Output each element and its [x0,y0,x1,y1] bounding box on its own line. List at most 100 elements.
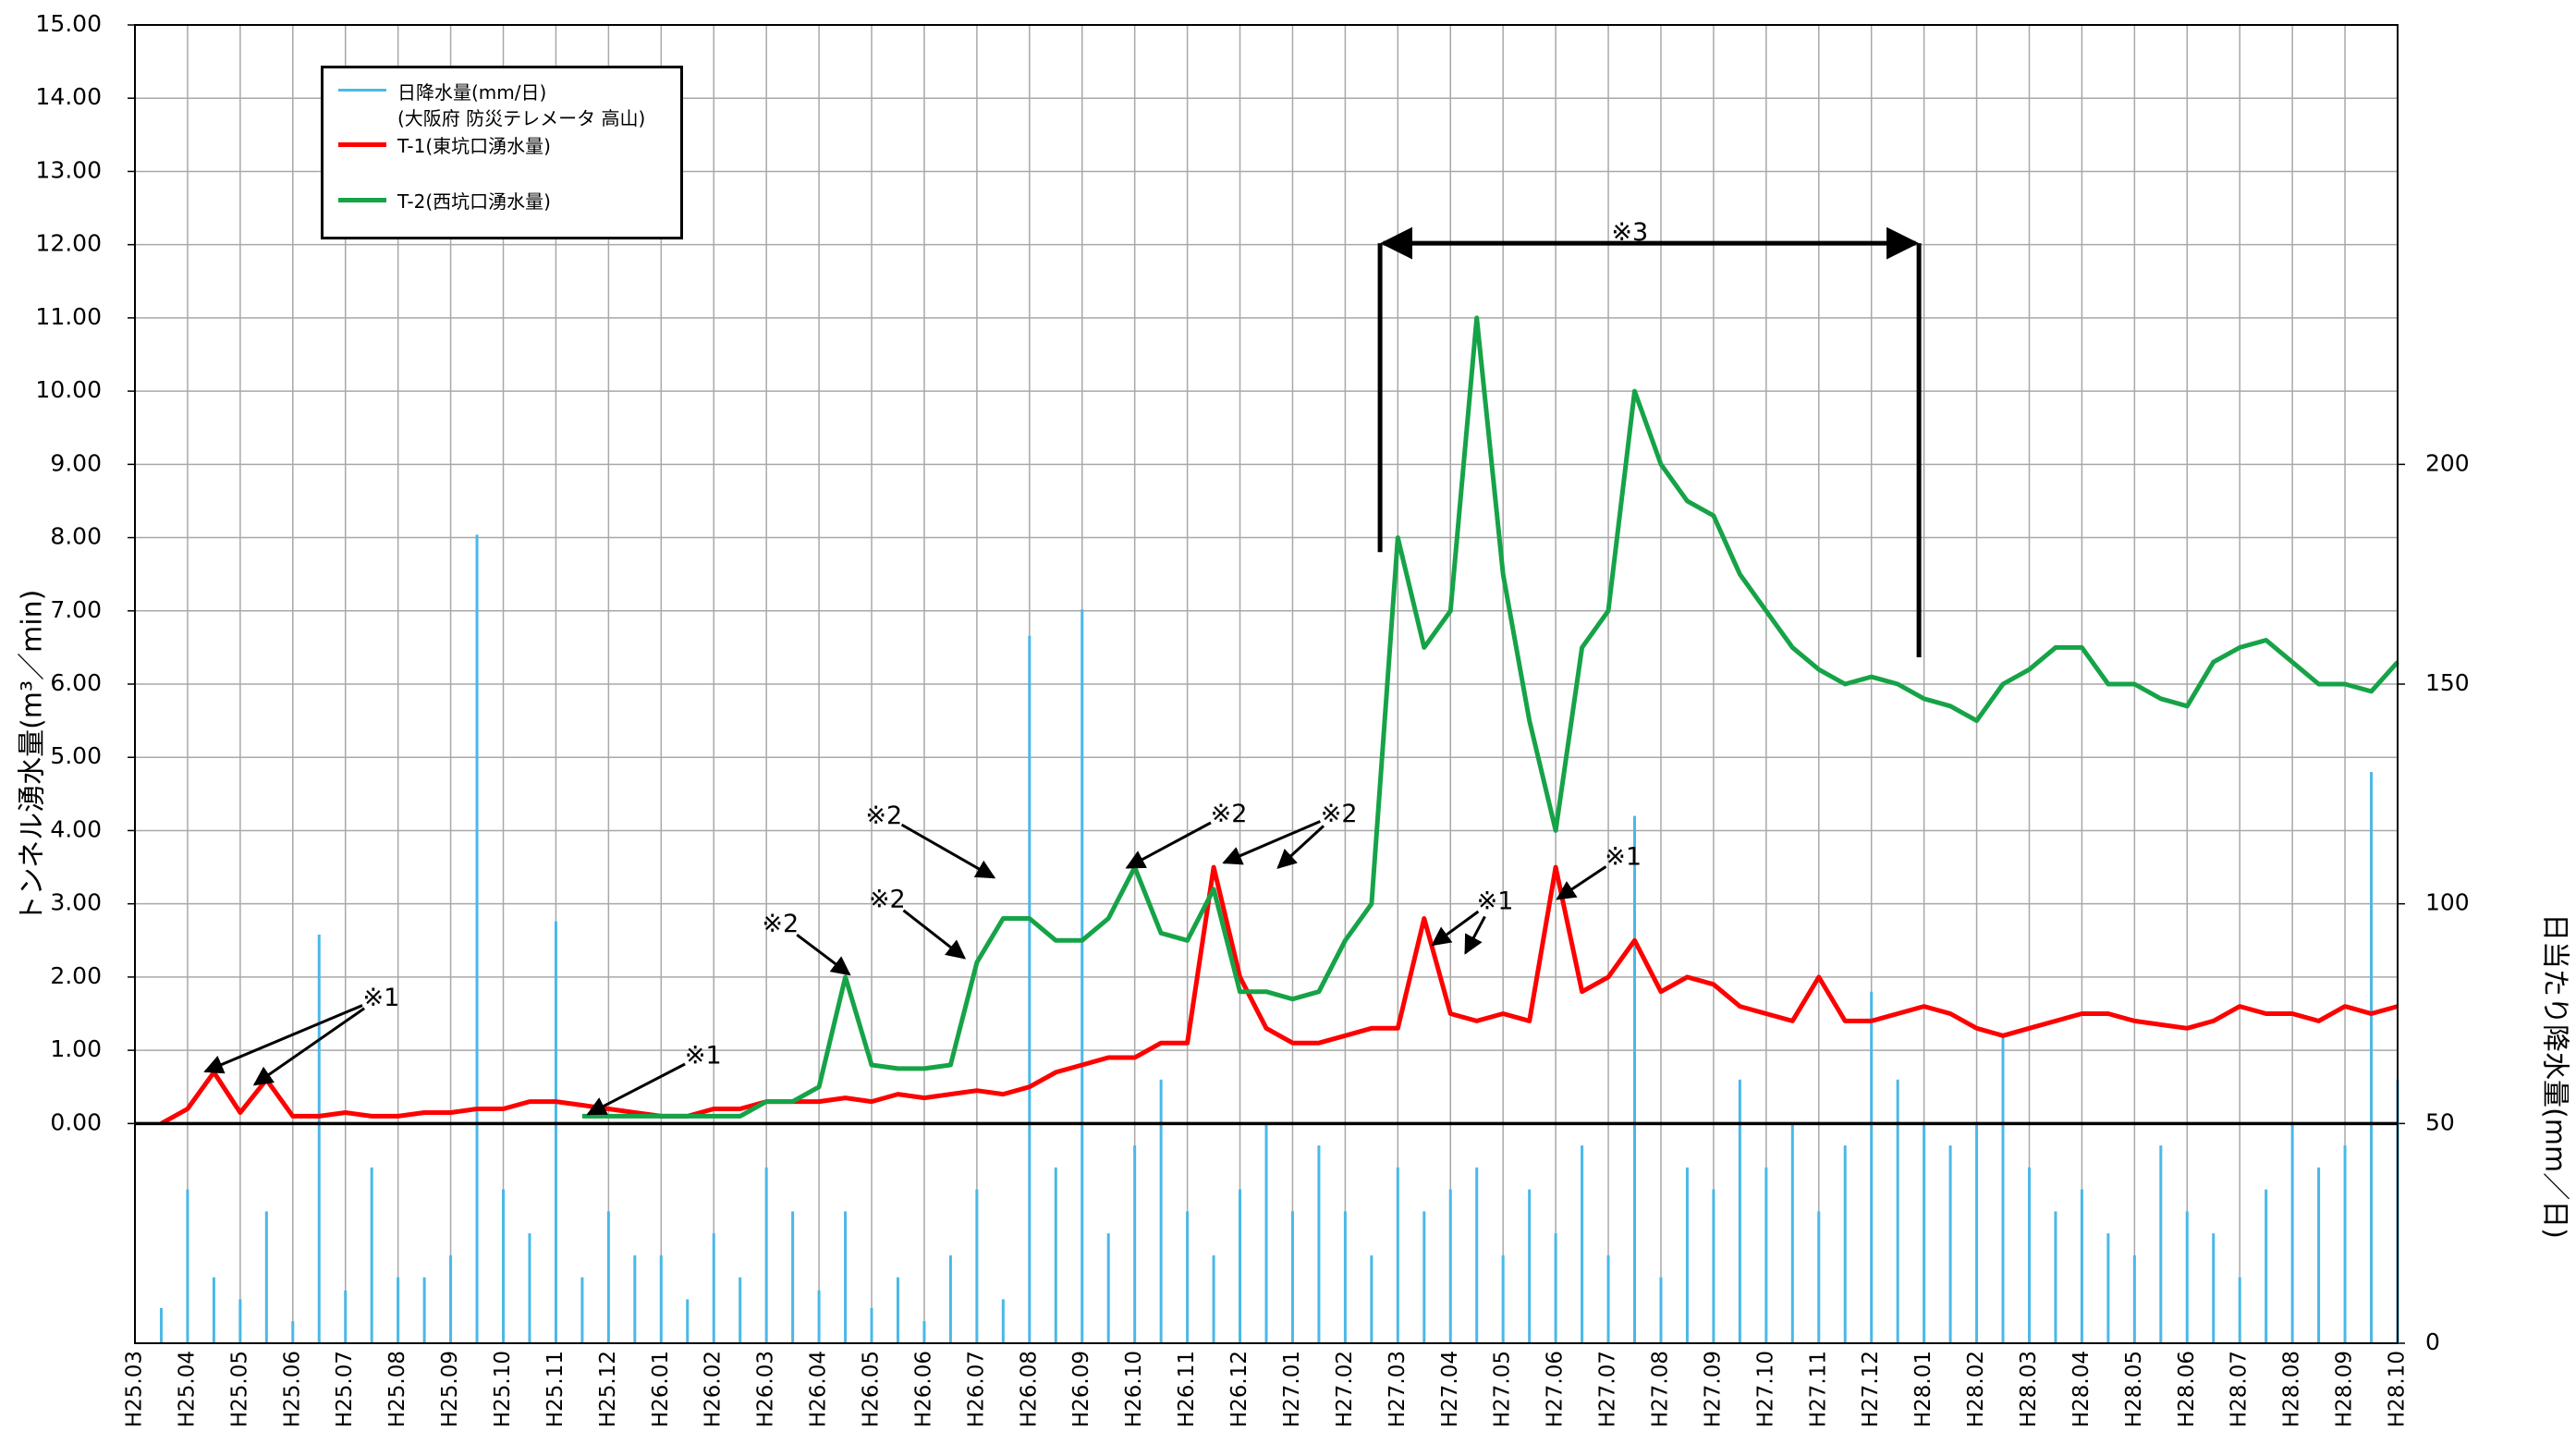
x-tick-label: H27.10 [1753,1351,1777,1427]
x-tick-label: H26.01 [649,1351,673,1427]
x-tick-label: H26.10 [1122,1351,1146,1427]
y2-tick-label: 50 [2425,1108,2455,1135]
annotation-arrow [203,1004,363,1074]
x-tick-label: H27.12 [1859,1351,1883,1427]
annotation-arrow [1431,910,1480,947]
annotation-arrow [796,933,851,976]
legend-entry: T-2(西坑口湧水量) [338,189,551,214]
x-tick-label: H28.09 [2333,1351,2357,1427]
annotation-arrow [1464,915,1486,955]
rain-bar [1475,1167,1479,1343]
rain-bar [2212,1233,2216,1343]
rain-bar [449,1254,453,1343]
annotation-arrow [1556,865,1607,900]
x-tick-label: H28.04 [2069,1351,2094,1427]
rain-bar [817,1290,821,1343]
rain-bar [317,934,321,1343]
x-tick-label: H28.01 [1911,1351,1935,1427]
y2-tick-label: 100 [2425,889,2470,916]
annotation-arrow [900,823,996,879]
rain-bar [1343,1211,1347,1343]
x-tick-label: H27.02 [1333,1351,1357,1427]
rain-bar [475,534,479,1343]
x-tick-label: H25.09 [438,1351,462,1427]
rain-bar [2317,1167,2321,1343]
annotation: ※2 [1211,800,1248,828]
rain-bar [2370,772,2374,1343]
x-tick-label: H25.10 [491,1351,515,1427]
legend-swatch [338,142,386,147]
rain-bar [554,921,557,1343]
y-tick-label: 8.00 [50,523,102,550]
legend-swatch [338,198,386,202]
x-tick-label: H26.09 [1069,1351,1093,1427]
y-tick-label: 5.00 [50,742,102,769]
x-tick-label: H27.01 [1280,1351,1304,1427]
annotation: ※2 [865,802,902,830]
annotation-arrow [902,909,967,960]
rain-bar [502,1189,506,1343]
x-tick-label: H26.04 [807,1351,831,1427]
rain-bar [633,1254,637,1343]
rain-bar [1896,1079,1899,1343]
x-tick-label: H26.03 [754,1351,778,1427]
x-tick-label: H28.03 [2017,1351,2041,1427]
annotation: ※2 [1321,800,1358,828]
y-tick-label: 7.00 [50,596,102,623]
x-tick-label: H28.07 [2228,1351,2252,1427]
rain-bar [1870,991,1874,1343]
y-tick-label: 2.00 [50,962,102,989]
rain-bar [580,1277,584,1343]
rain-bar [1054,1167,1057,1343]
rain-bar [2290,1123,2294,1343]
y-axis-title: トンネル湧水量(m³／min) [17,590,49,924]
rain-bar [606,1211,610,1343]
x-tick-label: H27.04 [1438,1351,1462,1427]
x-tick-label: H26.07 [964,1351,988,1427]
rain-bar [1186,1211,1190,1343]
y-tick-label: 3.00 [50,889,102,916]
rain-bar [1528,1189,1532,1343]
rain-bar [238,1299,242,1343]
rain-bar [291,1321,295,1343]
x-tick-label: H25.07 [333,1351,357,1427]
y-tick-label: 11.00 [35,303,102,330]
rain-bar [528,1233,531,1343]
rain-bar [2027,1167,2031,1343]
annotation: ※2 [869,886,906,914]
rain-bar [1923,1123,1926,1343]
annotation-arrow [1222,820,1321,865]
rain-bar [422,1277,426,1343]
rain-bar [1738,1079,1741,1343]
x-tick-label: H28.05 [2122,1351,2146,1427]
rain-bar [1554,1233,1557,1343]
rain-bar [2265,1189,2268,1343]
y-tick-label: 14.00 [35,83,102,110]
rain-bar [922,1321,926,1343]
rain-bar [1264,1123,1268,1343]
rain-bar [1317,1145,1321,1343]
rain-bar [2106,1233,2110,1343]
rain-bar [1712,1189,1715,1343]
x-tick-label: H26.05 [860,1351,884,1427]
plot-frame [134,24,2399,1344]
x-tick-label: H25.11 [543,1351,568,1427]
rain-bar [896,1277,899,1343]
y-tick-label: 4.00 [50,815,102,842]
x-tick-label: H26.11 [1175,1351,1199,1427]
rain-bar [1290,1211,1294,1343]
rain-bar [2001,1035,2005,1343]
x-tick-label: H28.08 [2280,1351,2304,1427]
y2-tick-label: 150 [2425,669,2470,696]
x-tick-label: H25.12 [596,1351,620,1427]
rain-bar [1001,1299,1005,1343]
rain-bar [739,1277,742,1343]
rain-bar [1501,1254,1505,1343]
rain-bar [186,1189,189,1343]
y-tick-label: 15.00 [35,10,102,37]
rain-bar [370,1167,373,1343]
rain-bar [212,1277,215,1343]
rain-bar [712,1233,715,1343]
x-tick-label: H27.11 [1806,1351,1830,1427]
